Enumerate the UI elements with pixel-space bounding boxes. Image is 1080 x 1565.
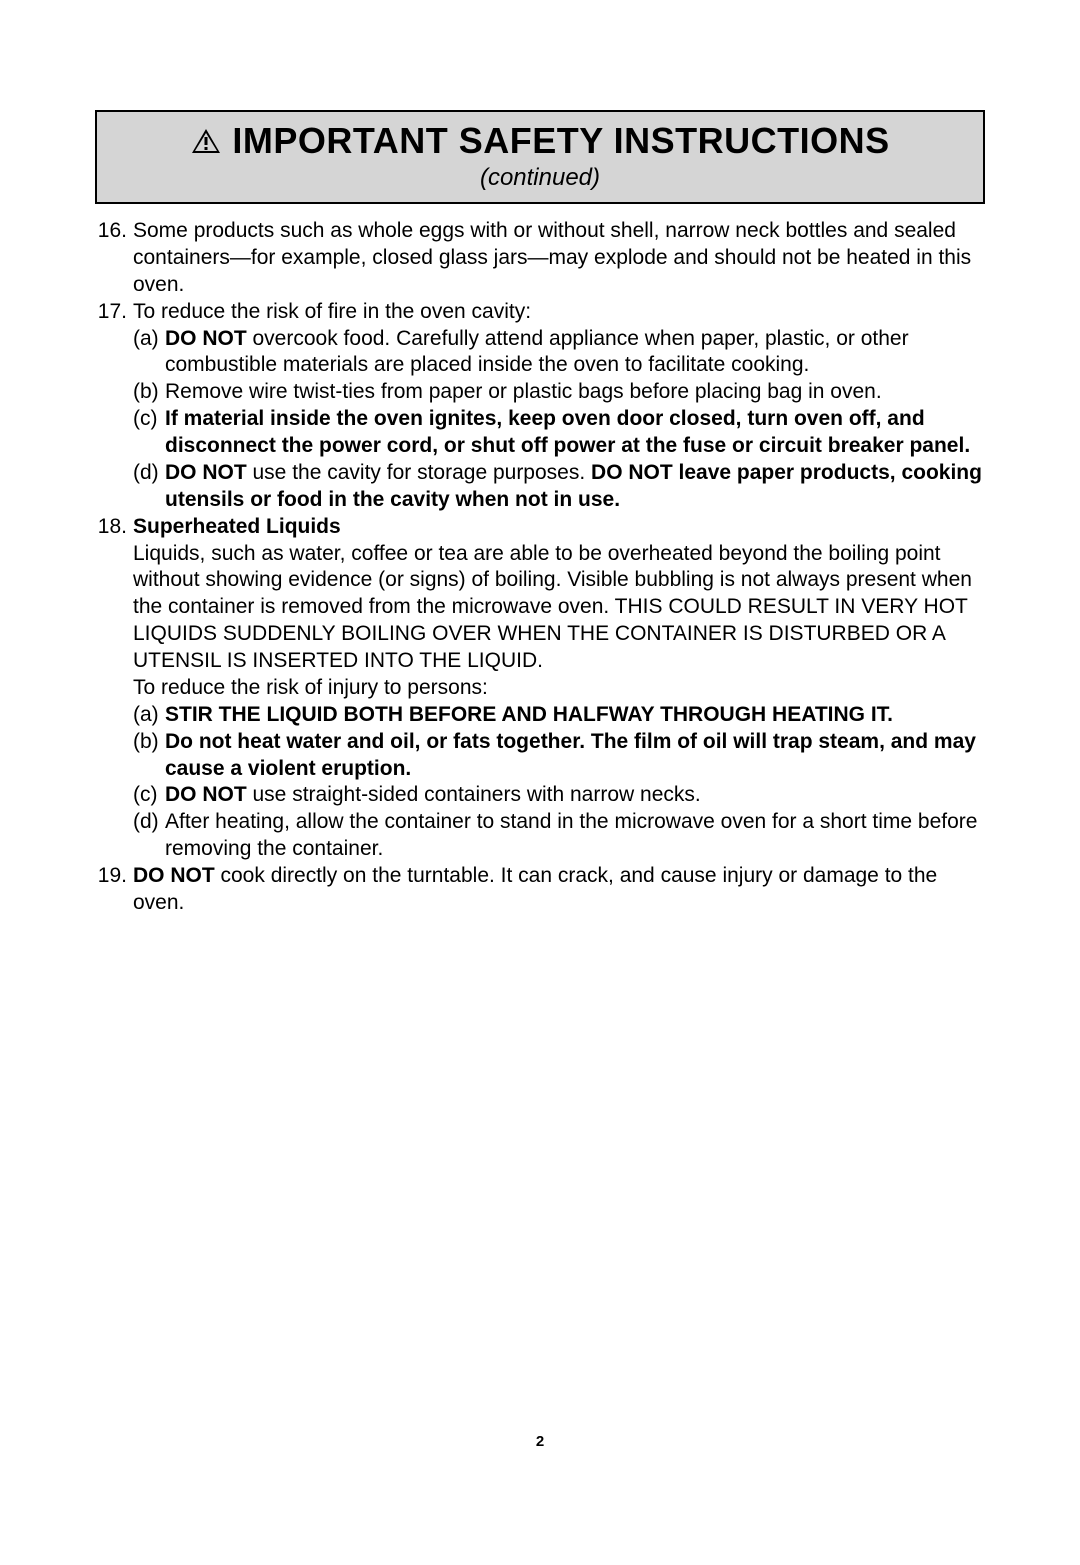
item-number: 19. [95, 863, 133, 917]
sub-body: Remove wire twist-ties from paper or pla… [165, 379, 985, 406]
sub-marker: (a) [133, 326, 165, 380]
item-body: To reduce the risk of fire in the oven c… [133, 299, 985, 514]
item-paragraph: Liquids, such as water, coffee or tea ar… [133, 541, 985, 675]
item-text: Some products such as whole eggs with or… [133, 218, 985, 299]
list-item: 18. Superheated Liquids Liquids, such as… [95, 514, 985, 863]
sub-body: DO NOT overcook food. Carefully attend a… [165, 326, 985, 380]
list-item: 19. DO NOT cook directly on the turntabl… [95, 863, 985, 917]
sub-marker: (b) [133, 729, 165, 783]
sub-item: (b) Remove wire twist-ties from paper or… [133, 379, 985, 406]
sub-marker: (c) [133, 406, 165, 460]
sub-marker: (a) [133, 702, 165, 729]
sub-marker: (d) [133, 460, 165, 514]
page-number: 2 [0, 1433, 1080, 1450]
sub-body: If material inside the oven ignites, kee… [165, 406, 985, 460]
header-title: IMPORTANT SAFETY INSTRUCTIONS [232, 120, 889, 162]
item-number: 16. [95, 218, 133, 299]
sub-item: (a) DO NOT overcook food. Carefully atte… [133, 326, 985, 380]
sub-body: DO NOT use straight-sided containers wit… [165, 782, 985, 809]
sub-item: (c) If material inside the oven ignites,… [133, 406, 985, 460]
sub-item: (c) DO NOT use straight-sided containers… [133, 782, 985, 809]
item-intro: To reduce the risk of fire in the oven c… [133, 299, 985, 326]
header-box: IMPORTANT SAFETY INSTRUCTIONS (continued… [95, 110, 985, 204]
sub-body: After heating, allow the container to st… [165, 809, 985, 863]
content: 16. Some products such as whole eggs wit… [95, 218, 985, 917]
item-body: DO NOT cook directly on the turntable. I… [133, 863, 985, 917]
item-number: 17. [95, 299, 133, 514]
header-title-row: IMPORTANT SAFETY INSTRUCTIONS [109, 120, 971, 162]
sub-marker: (d) [133, 809, 165, 863]
sub-item: (d) After heating, allow the container t… [133, 809, 985, 863]
list-item: 16. Some products such as whole eggs wit… [95, 218, 985, 299]
item-lead: To reduce the risk of injury to persons: [133, 675, 985, 702]
sub-marker: (c) [133, 782, 165, 809]
sub-body: DO NOT use the cavity for storage purpos… [165, 460, 985, 514]
warning-icon [190, 127, 222, 155]
sub-body: Do not heat water and oil, or fats toget… [165, 729, 985, 783]
header-subtitle: (continued) [109, 164, 971, 192]
sub-item: (d) DO NOT use the cavity for storage pu… [133, 460, 985, 514]
list-item: 17. To reduce the risk of fire in the ov… [95, 299, 985, 514]
item-body: Superheated Liquids Liquids, such as wat… [133, 514, 985, 863]
sub-item: (b) Do not heat water and oil, or fats t… [133, 729, 985, 783]
item-number: 18. [95, 514, 133, 863]
sub-body: STIR THE LIQUID BOTH BEFORE AND HALFWAY … [165, 702, 985, 729]
sub-item: (a) STIR THE LIQUID BOTH BEFORE AND HALF… [133, 702, 985, 729]
sub-marker: (b) [133, 379, 165, 406]
item-heading: Superheated Liquids [133, 514, 985, 541]
